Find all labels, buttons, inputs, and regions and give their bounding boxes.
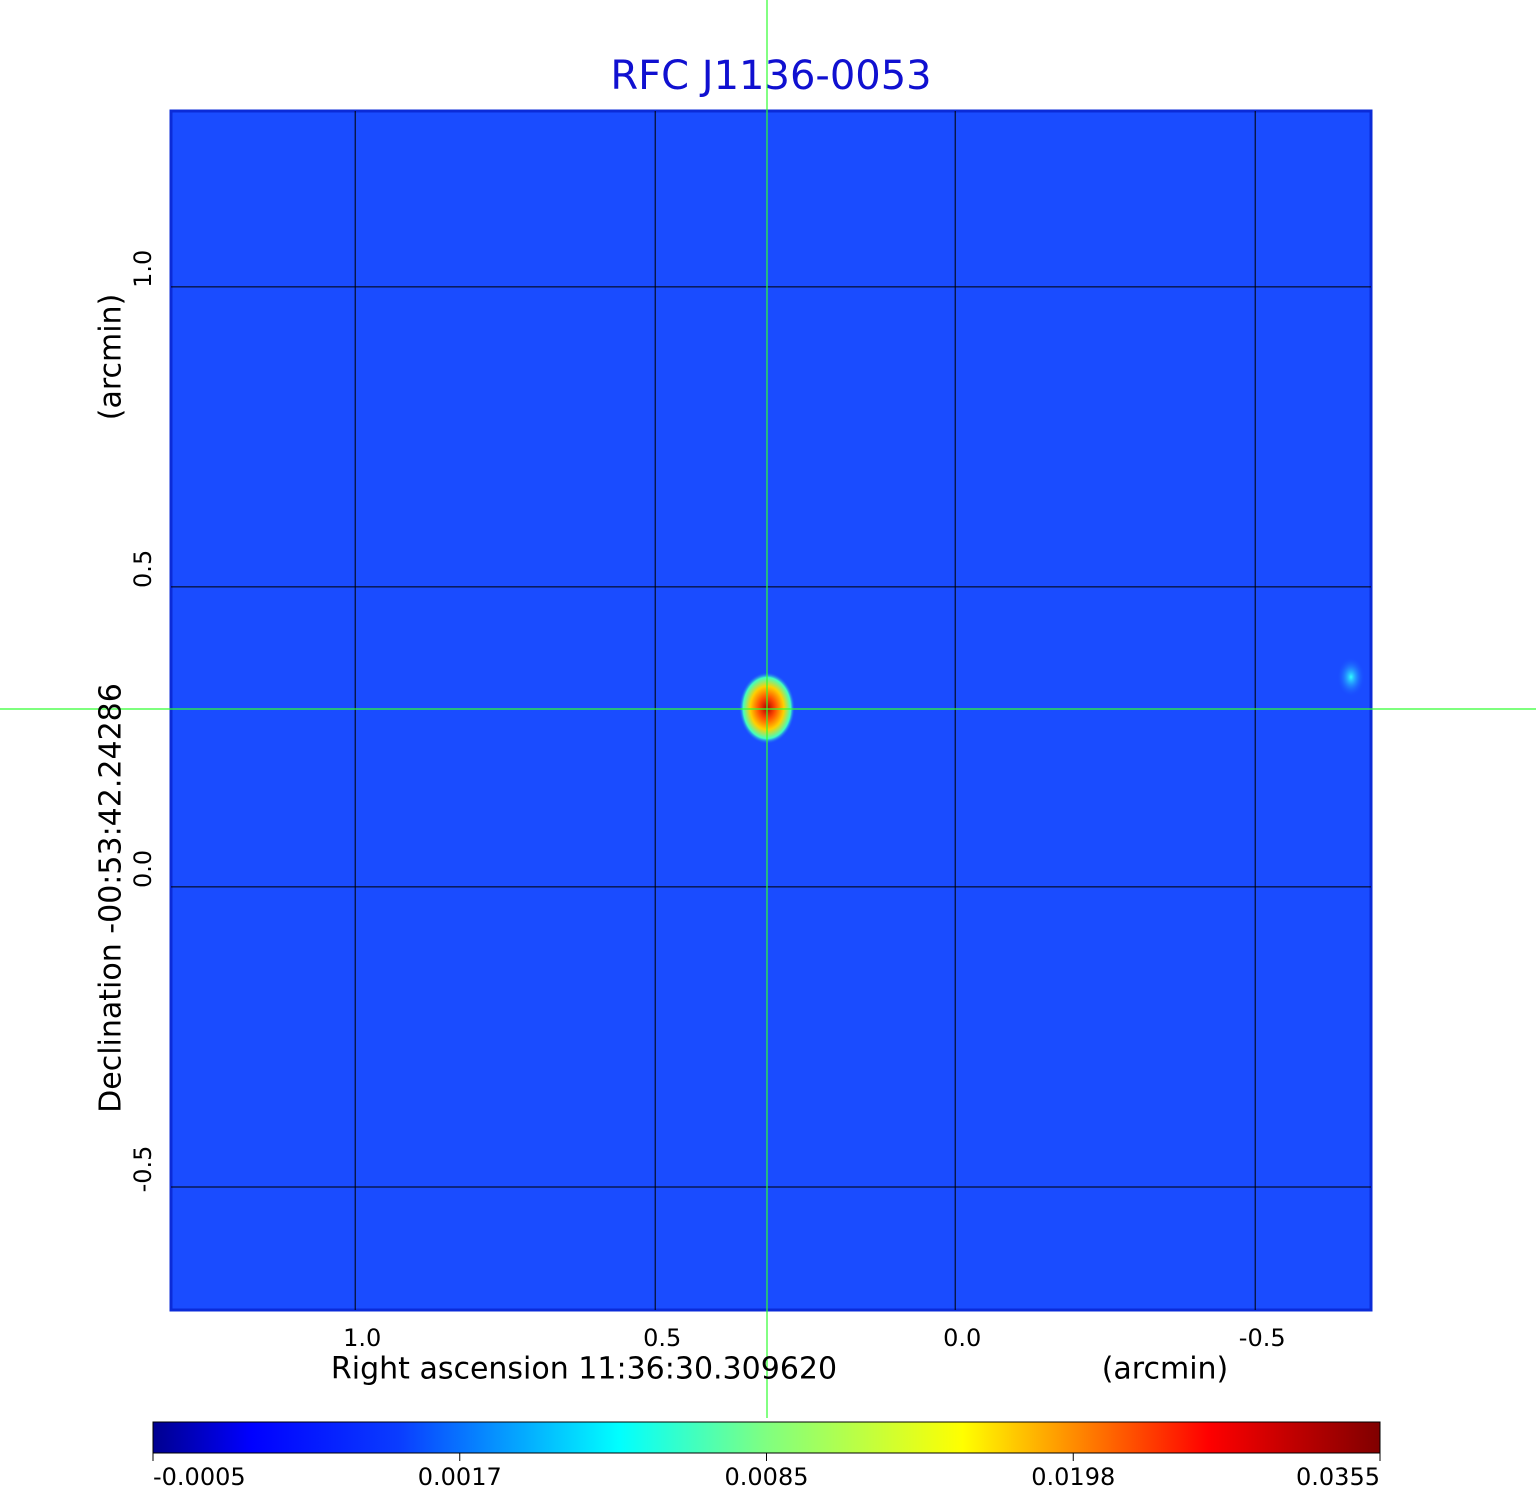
x-tick-label: 0.5: [643, 1324, 681, 1352]
x-tick-label: -0.5: [1239, 1324, 1286, 1352]
colorbar-tick-label: 0.0017: [418, 1463, 502, 1491]
colorbar: [152, 1421, 1381, 1454]
source-blob: [1337, 657, 1365, 697]
colorbar-tick-label: 0.0085: [725, 1463, 809, 1491]
colorbar-tick-label: 0.0198: [1031, 1463, 1115, 1491]
y-axis-label: Declination -00:53:42.24286: [94, 683, 129, 1113]
y-tick-label: 0.5: [129, 550, 157, 588]
chart-title: RFC J1136-0053: [610, 53, 931, 99]
y-tick-label: -0.5: [129, 1146, 157, 1193]
y-tick-label: 0.0: [129, 850, 157, 888]
y-tick-label: 1.0: [129, 250, 157, 288]
y-axis-unit: (arcmin): [94, 294, 129, 421]
colorbar-tick-label: -0.0005: [153, 1463, 246, 1491]
x-tick-label: 1.0: [343, 1324, 381, 1352]
x-axis-unit: (arcmin): [1102, 1352, 1229, 1387]
x-tick-label: 0.0: [943, 1324, 981, 1352]
colorbar-tick-label: 0.0355: [1296, 1463, 1380, 1491]
x-axis-label: Right ascension 11:36:30.309620: [331, 1352, 837, 1387]
